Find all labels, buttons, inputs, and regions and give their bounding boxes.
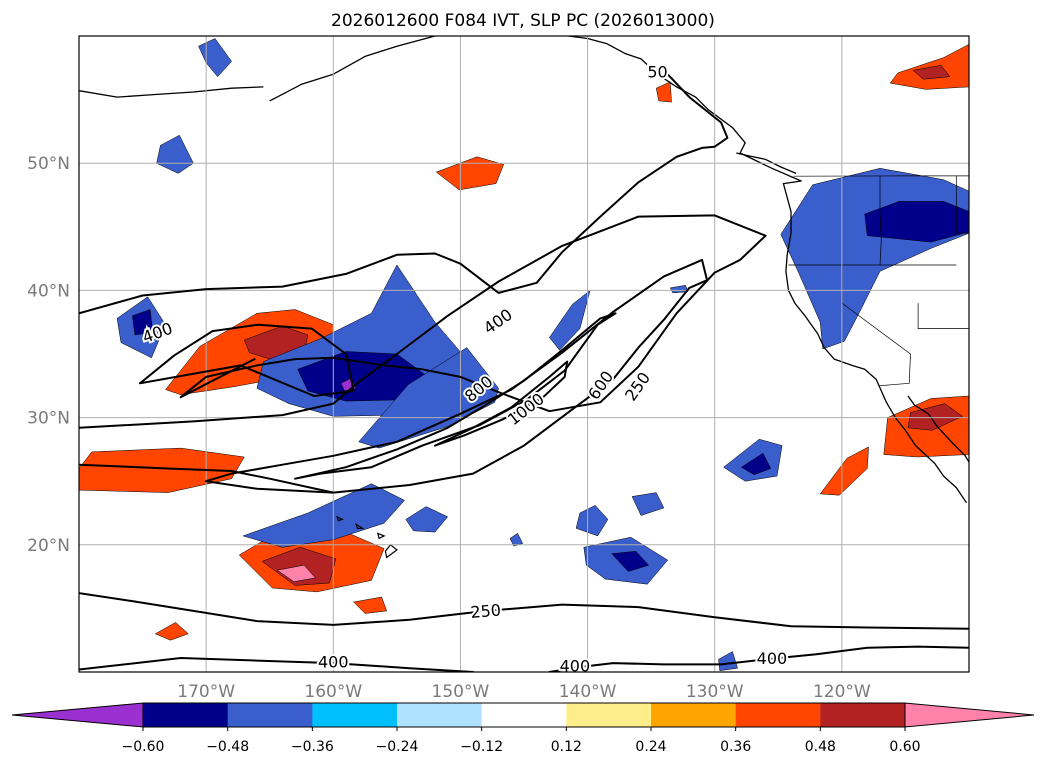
colorbar: −0.60 −0.48 −0.36 −0.24 −0.12 0.12 0.24 0.36 0.4…	[11, 702, 1035, 755]
colorbar-bin-0	[143, 703, 229, 727]
gridlines	[79, 36, 969, 672]
slp-contour-3	[79, 258, 709, 494]
coastline-2	[907, 395, 969, 463]
contour-label-7: 400	[318, 653, 349, 672]
ivt-region-31	[741, 452, 771, 476]
ivt-region-33	[509, 533, 523, 547]
colorbar-tick-label-6: 0.24	[635, 739, 666, 755]
slp-contour-1	[79, 214, 767, 429]
ivt-region-11	[819, 446, 869, 496]
colorbar-bin-3	[397, 703, 483, 727]
ivt-region-14	[655, 81, 672, 103]
coastline-1	[787, 290, 968, 504]
slp-contour-4	[294, 312, 617, 480]
slp-contour-2	[139, 323, 355, 397]
colorbar-tick-label-8: 0.48	[805, 739, 836, 755]
colorbar-tick-label-4: −0.12	[460, 739, 503, 755]
colorbar-bin-6	[651, 703, 737, 727]
ivt-region-12	[353, 596, 387, 614]
island-3	[336, 515, 344, 522]
ivt-region-25	[405, 506, 448, 533]
y-tick-label-3: 50°N	[27, 154, 70, 174]
ivt-region-23	[549, 290, 591, 351]
island-2	[355, 523, 365, 529]
contour-label-9: 400	[757, 649, 788, 668]
boundary-3	[879, 175, 882, 266]
ivt-region-8	[912, 65, 951, 80]
colorbar-bin-8	[820, 703, 906, 727]
y-tick-label-2: 40°N	[27, 281, 70, 301]
ivt-region-32	[718, 651, 738, 671]
slp-contour-8	[548, 645, 969, 672]
coastline-5	[269, 36, 436, 102]
ivt-region-29	[611, 550, 649, 572]
colorbar-extend-high	[904, 702, 1035, 728]
x-tick-label-0: 170°W	[177, 682, 235, 702]
island-1	[376, 532, 386, 540]
slp-contour-6	[79, 592, 969, 630]
colorbar-bin-4	[481, 703, 567, 727]
colorbar-tick-label-9: 0.60	[889, 739, 920, 755]
colorbar-tick-label-2: −0.36	[291, 739, 334, 755]
ivt-region-6	[436, 156, 504, 191]
colorbar-bin-1	[227, 703, 313, 727]
ivt-region-17	[156, 134, 194, 174]
ivt-region-36	[864, 201, 969, 243]
x-axis-ticks: 170°W 160°W 150°W 140°W 130°W 120°W	[177, 682, 871, 702]
colorbar-tick-label-7: 0.36	[720, 739, 751, 755]
ivt-region-34	[669, 285, 689, 294]
slp-contour-5	[434, 360, 569, 447]
contour-label-10: 50	[647, 62, 667, 81]
x-tick-label-3: 140°W	[559, 682, 617, 702]
colorbar-tick-label-5: 0.12	[551, 739, 582, 755]
colorbar-bin-5	[566, 703, 652, 727]
colorbar-outline	[142, 702, 906, 728]
ivt-region-24	[242, 483, 405, 548]
boundary-5	[917, 303, 969, 329]
map-frame	[78, 35, 970, 673]
ivt-region-7	[889, 43, 969, 90]
ivt-region-0	[79, 447, 245, 493]
colorbar-tick-label-0: −0.60	[122, 739, 165, 755]
coastline-0	[568, 36, 802, 291]
ivt-region-13	[155, 622, 189, 641]
boundary-4	[955, 175, 969, 234]
y-tick-label-0: 20°N	[27, 536, 70, 556]
ivt-region-26	[631, 492, 665, 516]
island-0	[384, 543, 398, 559]
slp-contours	[79, 69, 969, 672]
colorbar-bin-2	[312, 703, 398, 727]
ivt-region-5	[277, 564, 316, 582]
x-tick-label-1: 160°W	[304, 682, 362, 702]
coastline-4	[79, 86, 264, 98]
slp-contour-7	[79, 657, 475, 672]
y-tick-label-1: 30°N	[27, 409, 70, 429]
x-tick-label-4: 130°W	[686, 682, 744, 702]
ivt-region-18	[198, 38, 232, 77]
coastlines	[79, 36, 969, 559]
colorbar-tick-label-3: −0.24	[376, 739, 419, 755]
x-tick-label-2: 150°W	[432, 682, 490, 702]
contour-label-6: 250	[470, 600, 502, 622]
colorbar-tick-label-1: −0.48	[206, 739, 249, 755]
colorbar-bin-7	[735, 703, 821, 727]
chart-title: 2026012600 F084 IVT, SLP PC (2026013000)	[331, 11, 715, 31]
ivt-region-27	[575, 505, 609, 537]
y-axis-ticks: 20°N 30°N 40°N 50°N	[27, 154, 70, 556]
coastline-3	[736, 152, 797, 174]
slp-contour-0	[79, 69, 729, 315]
ivt-region-16	[132, 309, 153, 336]
colorbar-extend-low	[11, 702, 144, 728]
x-tick-label-5: 120°W	[813, 682, 871, 702]
